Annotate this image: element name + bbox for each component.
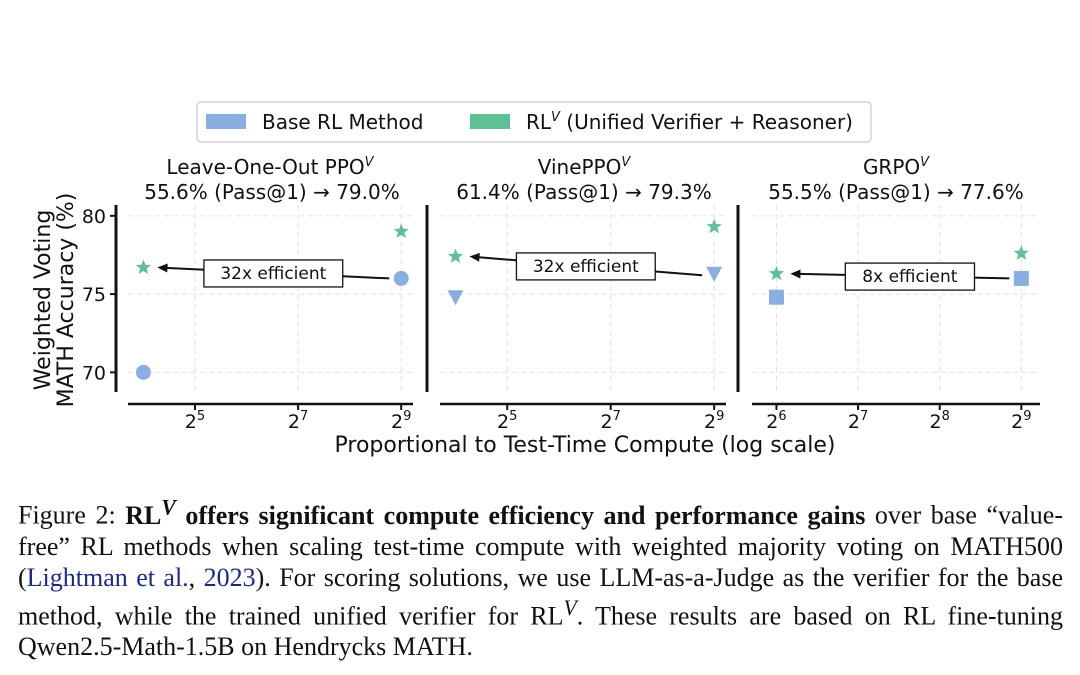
panel-3-title: GRPOV bbox=[863, 155, 930, 179]
panel-vineppo: 25 27 29 32x efficient bbox=[425, 205, 726, 433]
rlv-marker bbox=[135, 259, 152, 274]
base-marker bbox=[706, 266, 723, 282]
annotation-label: 32x efficient bbox=[533, 257, 639, 277]
panel-titles: Leave-One-Out PPOV 55.6% (Pass@1) → 79.0… bbox=[144, 155, 1024, 204]
legend: Base RL Method RLV (Unified Verifier + R… bbox=[196, 101, 872, 143]
panel-grpo: 26 27 28 29 8x efficient bbox=[736, 205, 1040, 433]
legend-frame bbox=[196, 101, 872, 143]
annotation-box bbox=[515, 252, 656, 281]
panel-1-subtitle: 55.6% (Pass@1) → 79.0% bbox=[144, 180, 400, 204]
x-tick-label: 26 bbox=[766, 409, 786, 433]
citation-link-year[interactable]: 2023 bbox=[203, 562, 256, 592]
rlv-marker bbox=[706, 218, 722, 234]
legend-label-base: Base RL Method bbox=[262, 110, 423, 134]
base-marker bbox=[1013, 270, 1029, 286]
caption-lead: Figure 2: bbox=[18, 500, 126, 530]
y-axis-label-line1: Weighted Voting bbox=[31, 210, 56, 391]
caption-part1: over base “value-free” RL methods when s… bbox=[18, 500, 1063, 592]
panel-2-subtitle: 61.4% (Pass@1) → 79.3% bbox=[456, 180, 712, 204]
annotation-arrowhead bbox=[157, 263, 168, 273]
y-tick-label: 70 bbox=[82, 362, 106, 384]
panel-3-subtitle: 55.5% (Pass@1) → 77.6% bbox=[768, 180, 1024, 204]
y-tick-label: 75 bbox=[82, 284, 106, 306]
x-tick-label: 25 bbox=[185, 409, 205, 433]
caption-part2: ). For scoring solutions, we use LLM-as-… bbox=[18, 562, 1064, 631]
x-tick-label: 27 bbox=[848, 409, 868, 433]
legend-swatch-base bbox=[206, 114, 246, 129]
annotation-arrowhead bbox=[790, 269, 801, 279]
x-tick-label: 28 bbox=[930, 409, 950, 433]
caption-part3: . These results are based on RL fine-tun… bbox=[18, 601, 1063, 662]
rlv-marker bbox=[393, 223, 409, 238]
citation-link-author[interactable]: Lightman et al. bbox=[26, 562, 189, 592]
x-tick-label: 29 bbox=[1011, 409, 1031, 433]
annotation-arrowhead bbox=[469, 252, 480, 262]
panel-2-title: VinePPOV bbox=[538, 155, 632, 179]
annotation-label: 8x efficient bbox=[862, 267, 957, 287]
annotation-box bbox=[203, 259, 344, 288]
figure-caption: Figure 2: RLV offers significant compute… bbox=[18, 495, 1064, 662]
rlv-marker bbox=[768, 265, 785, 281]
panel-loo-ppo: 70 75 80 25 27 29 32x efficient bbox=[82, 205, 413, 433]
caption-bold: RLV offers significant compute efficienc… bbox=[125, 495, 866, 530]
annotation-label: 32x efficient bbox=[220, 264, 326, 284]
x-tick-label: 27 bbox=[288, 409, 308, 433]
x-tick-label: 29 bbox=[391, 409, 411, 433]
annotation-box bbox=[844, 262, 976, 291]
base-marker bbox=[768, 289, 784, 305]
x-tick-label: 25 bbox=[497, 409, 517, 433]
y-tick-label: 80 bbox=[82, 206, 106, 228]
base-marker bbox=[393, 270, 409, 286]
base-marker bbox=[447, 290, 464, 306]
legend-label-rlv: RLV (Unified Verifier + Reasoner) bbox=[526, 110, 853, 134]
legend-swatch-rlv bbox=[470, 114, 510, 129]
x-tick-label: 29 bbox=[704, 409, 724, 433]
rlv-marker bbox=[1013, 245, 1029, 260]
figure: Base RL Method RLV (Unified Verifier + R… bbox=[31, 101, 1040, 458]
x-tick-label: 27 bbox=[601, 409, 621, 433]
base-marker bbox=[135, 364, 151, 380]
y-axis-label-line2: MATH Accuracy (%) bbox=[54, 193, 79, 408]
x-axis-label: Proportional to Test-Time Compute (log s… bbox=[335, 433, 836, 458]
rlv-marker bbox=[447, 248, 464, 263]
panel-1-title: Leave-One-Out PPOV bbox=[166, 155, 374, 179]
